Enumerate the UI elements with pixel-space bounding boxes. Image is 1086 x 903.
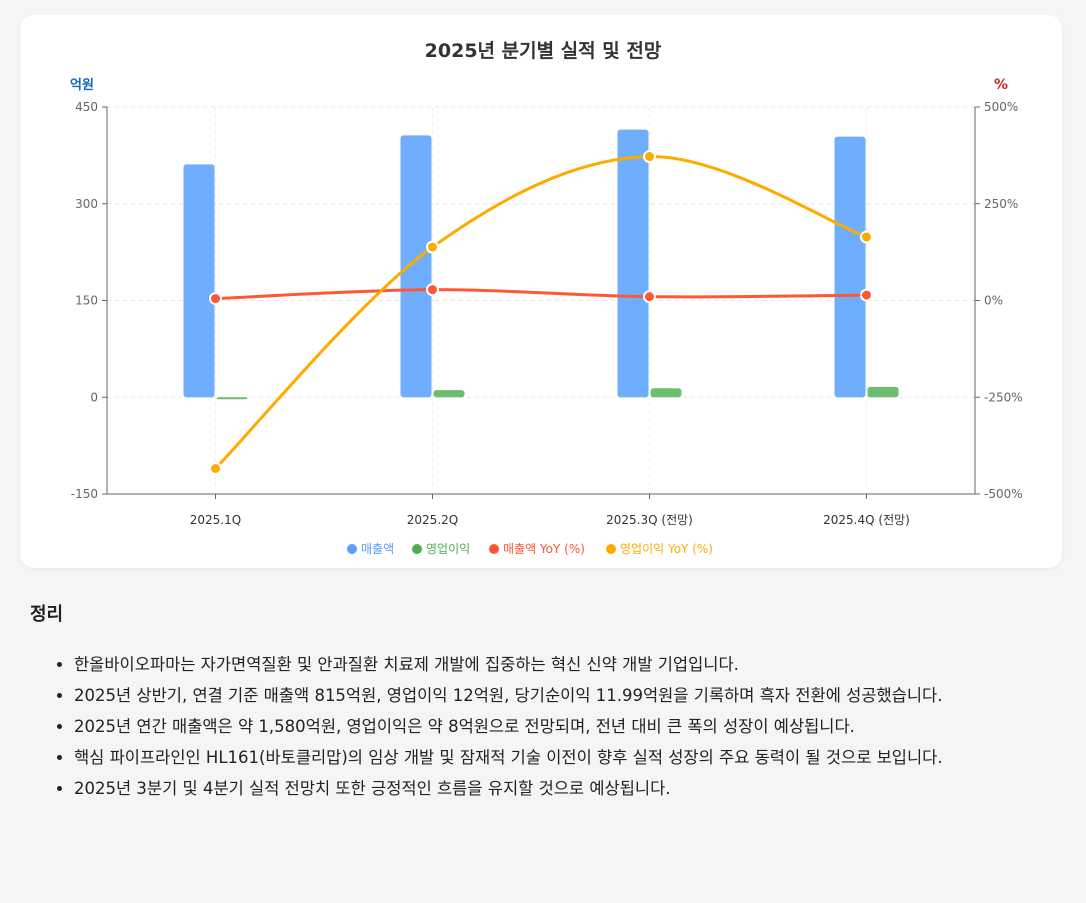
y-right-axis-label: % bbox=[994, 77, 1008, 93]
y-right-tick-label: -250% bbox=[984, 390, 1023, 404]
y-right-tick-label: 250% bbox=[984, 197, 1018, 211]
bar-operating-profit bbox=[650, 388, 682, 398]
revenue-yoy-line bbox=[215, 288, 867, 301]
y-left-tick-label: 300 bbox=[75, 197, 98, 211]
y-left-axis-label: 억원 bbox=[70, 78, 94, 93]
y-left-tick-label: 450 bbox=[75, 100, 98, 114]
revenue-yoy-point bbox=[643, 290, 656, 304]
summary-item: 2025년 연간 매출액은 약 1,580억원, 영업이익은 약 8억원으로 전… bbox=[74, 714, 1060, 740]
legend-marker bbox=[489, 544, 499, 554]
revenue-yoy-point bbox=[209, 292, 222, 306]
operating-profit-yoy-point bbox=[209, 461, 222, 475]
legend-label: 영업이익 YoY (%) bbox=[620, 542, 713, 556]
y-right-tick-label: -500% bbox=[984, 487, 1023, 501]
y-left-tick-label: 0 bbox=[90, 390, 98, 404]
summary-heading: 정리 bbox=[30, 604, 64, 625]
bar-operating-profit bbox=[867, 386, 899, 398]
summary-item: 핵심 파이프라인인 HL161(바토클리맙)의 임상 개발 및 잠재적 기술 이… bbox=[74, 745, 1060, 771]
x-tick-label: 2025.4Q (전망) bbox=[823, 513, 910, 527]
operating-profit-yoy-point bbox=[860, 230, 873, 244]
summary-item: 2025년 상반기, 연결 기준 매출액 815억원, 영업이익 12억원, 당… bbox=[74, 683, 1060, 709]
legend-marker bbox=[412, 544, 422, 554]
bar-operating-profit bbox=[433, 390, 465, 398]
summary-section: 정리 한올바이오파마는 자가면역질환 및 안과질환 치료제 개발에 집중하는 혁… bbox=[30, 600, 1060, 807]
legend-label: 매출액 bbox=[361, 542, 394, 556]
y-left-tick-label: -150 bbox=[71, 487, 98, 501]
legend-label: 매출액 YoY (%) bbox=[503, 542, 585, 556]
summary-item: 2025년 3분기 및 4분기 실적 전망치 또한 긍정적인 흐름을 유지할 것… bbox=[74, 776, 1060, 802]
bar-revenue bbox=[183, 164, 215, 398]
legend-marker bbox=[347, 544, 357, 554]
x-tick-label: 2025.3Q (전망) bbox=[606, 513, 693, 527]
summary-item: 한올바이오파마는 자가면역질환 및 안과질환 치료제 개발에 집중하는 혁신 신… bbox=[74, 652, 1060, 678]
bar-revenue bbox=[834, 136, 866, 398]
operating-profit-yoy-line bbox=[214, 155, 868, 470]
y-left-tick-label: 150 bbox=[75, 294, 98, 308]
y-right-tick-label: 500% bbox=[984, 100, 1018, 114]
bar-operating-profit bbox=[216, 397, 248, 400]
bar-revenue bbox=[400, 135, 432, 398]
chart-title: 2025년 분기별 실적 및 전망 bbox=[425, 40, 662, 62]
legend-marker bbox=[606, 544, 616, 554]
y-right-tick-label: 0% bbox=[984, 294, 1003, 308]
x-tick-label: 2025.2Q bbox=[407, 513, 458, 527]
summary-list: 한올바이오파마는 자가면역질환 및 안과질환 치료제 개발에 집중하는 혁신 신… bbox=[30, 652, 1060, 802]
operating-profit-yoy-point bbox=[426, 240, 439, 254]
operating-profit-yoy-point bbox=[643, 150, 656, 164]
revenue-yoy-point bbox=[860, 288, 873, 302]
legend-label: 영업이익 bbox=[426, 542, 470, 556]
bar-revenue bbox=[617, 129, 649, 398]
revenue-yoy-point bbox=[426, 283, 439, 297]
x-tick-label: 2025.1Q bbox=[190, 513, 241, 527]
